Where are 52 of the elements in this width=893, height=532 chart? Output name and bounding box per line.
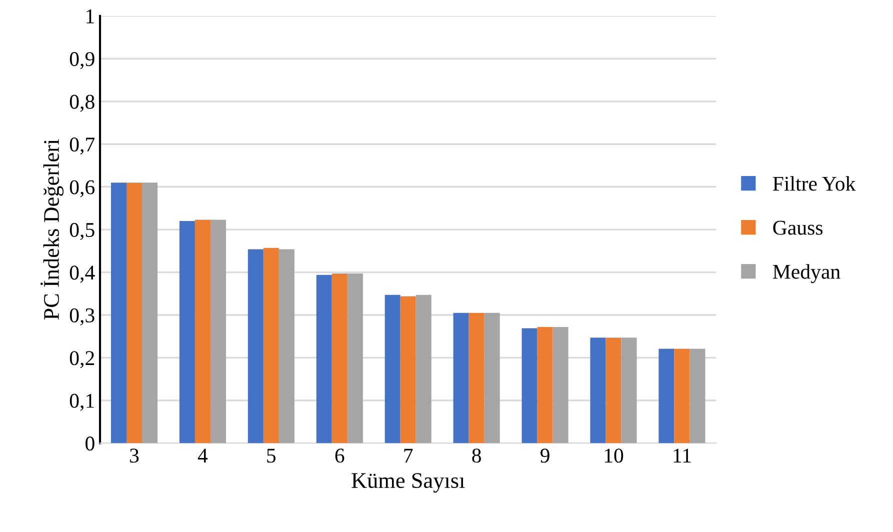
- bar: [332, 274, 348, 444]
- x-tick-label: 7: [404, 448, 413, 462]
- bar: [210, 220, 226, 444]
- bar: [278, 249, 294, 444]
- bar: [658, 348, 674, 444]
- y-tick-label: 0,3: [70, 308, 94, 326]
- bar: [416, 294, 432, 444]
- x-tick-label: 5: [267, 448, 276, 463]
- bar: [484, 312, 500, 444]
- bar: [468, 312, 484, 444]
- y-tick-label: 0,1: [70, 394, 94, 411]
- legend-label: Gauss: [773, 220, 823, 235]
- x-axis-title: Küme Sayısı: [352, 473, 465, 493]
- legend-label: Filtre Yok: [772, 176, 856, 191]
- bar: [347, 274, 363, 444]
- bar: [590, 338, 606, 444]
- y-axis-title: PC İndeks Değerleri: [40, 139, 64, 320]
- bar: [179, 221, 195, 444]
- y-tick-label: 0,5: [70, 222, 94, 240]
- bar: [142, 182, 158, 444]
- legend-label: Medyan: [772, 264, 840, 284]
- y-tick-label: 0,2: [70, 351, 94, 368]
- bar: [400, 296, 416, 444]
- x-tick-label: 4: [198, 448, 208, 462]
- y-tick-label: 0: [86, 436, 94, 451]
- x-tick-label: 10: [604, 448, 624, 463]
- x-tick-label: 11: [674, 448, 691, 462]
- bar: [110, 182, 126, 444]
- bar: [522, 328, 538, 444]
- bar: [690, 348, 706, 444]
- bar: [316, 274, 332, 444]
- x-tick-label: 9: [540, 448, 550, 463]
- y-tick-label: 0,6: [70, 180, 95, 198]
- y-tick-label: 0,4: [70, 266, 95, 283]
- x-tick-label: 6: [335, 448, 344, 463]
- x-tick-label: 3: [130, 448, 139, 463]
- bar: [552, 326, 568, 444]
- bar: [384, 294, 400, 444]
- bar: [263, 248, 279, 444]
- bar: [621, 338, 637, 444]
- y-tick-label: 0,9: [70, 52, 94, 70]
- y-tick-label: 0,8: [70, 94, 94, 112]
- bar: [126, 182, 142, 444]
- bar: [537, 326, 553, 444]
- x-tick-label: 8: [472, 448, 481, 463]
- bar: [453, 312, 469, 444]
- bar: [248, 249, 264, 444]
- bar: [194, 220, 210, 444]
- y-tick-label: 0,7: [70, 137, 95, 155]
- bar: [674, 348, 690, 444]
- bar: [606, 338, 622, 444]
- y-tick-label: 1: [86, 9, 94, 24]
